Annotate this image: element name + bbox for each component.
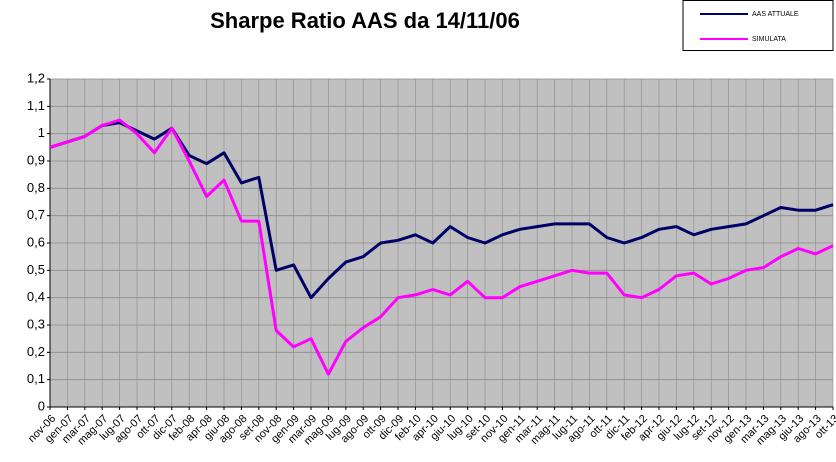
series-line [49, 118, 834, 376]
y-tick-label: 0,4 [27, 289, 45, 304]
chart-title: Sharpe Ratio AAS da 14/11/06 [210, 8, 520, 33]
y-tick-label: 0,7 [27, 207, 45, 222]
legend-label: SIMULATA [752, 36, 786, 43]
y-tick-label: 0,2 [27, 344, 45, 359]
y-tick-label: 0,6 [27, 234, 45, 249]
y-tick-label: 0,1 [27, 371, 45, 386]
legend-label: AAS ATTUALE [752, 11, 799, 18]
y-tick-label: 0 [38, 398, 45, 413]
legend-box [682, 0, 834, 51]
y-tick-label: 1,2 [27, 70, 45, 85]
y-tick-label: 0,3 [27, 316, 45, 331]
y-tick-label: 1 [38, 125, 45, 140]
y-tick-label: 0,9 [27, 152, 45, 167]
y-tick-label: 0,5 [27, 262, 45, 277]
y-tick-label: 0,8 [27, 180, 45, 195]
y-tick-label: 1,1 [27, 98, 45, 113]
